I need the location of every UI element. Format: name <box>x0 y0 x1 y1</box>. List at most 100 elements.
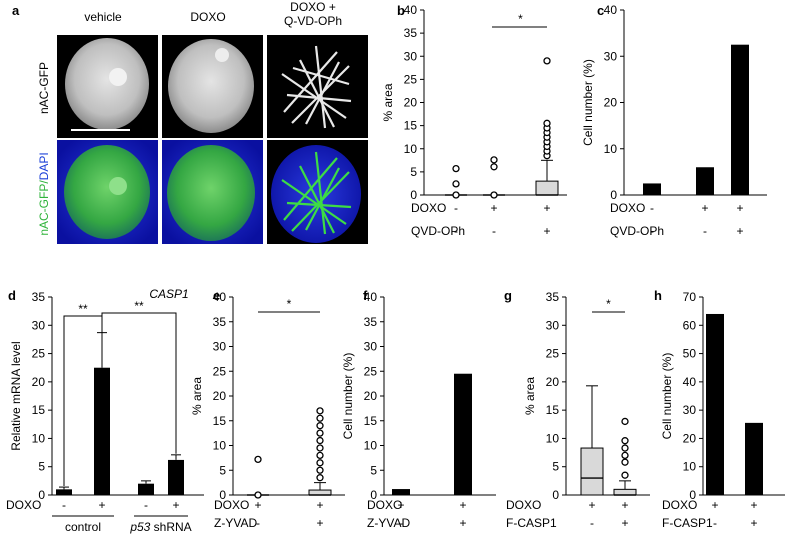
treatment-label-f: Z-YVAD <box>367 516 410 530</box>
panel-letter-d: d <box>8 288 16 303</box>
treatment-sign-e: + <box>316 516 323 530</box>
y-axis-label-e: % area <box>190 377 204 415</box>
nucleolus-doxo <box>215 48 229 62</box>
group-label-control: control <box>65 520 101 534</box>
significance-label-d: ** <box>134 299 144 313</box>
y-axis-label-b: % area <box>381 83 395 121</box>
y-tick-label-g: 25 <box>546 347 560 361</box>
treatment-sign-b: - <box>454 224 458 238</box>
significance-label-g: * <box>606 297 611 311</box>
y-tick-label-e: 10 <box>213 439 227 453</box>
outlier-point-b <box>452 180 460 188</box>
y-tick-label-h: 50 <box>683 347 697 361</box>
treatment-label-b: QVD-OPh <box>411 224 465 238</box>
outlier-point-e <box>316 407 324 415</box>
bar-f <box>454 373 472 495</box>
outlier-point-b <box>543 119 551 127</box>
treatment-sign-e: + <box>254 498 261 512</box>
y-tick-label-h: 30 <box>683 403 697 417</box>
y-tick-label-e: 15 <box>213 414 227 428</box>
outlier-point-g <box>621 444 629 452</box>
gene-label-casp1: CASP1 <box>149 287 188 301</box>
y-tick-label-e: 5 <box>219 463 226 477</box>
outlier-point-b <box>490 156 498 164</box>
treatment-label-g: DOXO <box>506 498 541 512</box>
fibers-qvd-merge <box>281 151 352 235</box>
treatment-label-h: F-CASP1 <box>662 516 713 530</box>
treatment-sign-d: - <box>144 498 148 512</box>
y-tick-label-f: 35 <box>364 315 378 329</box>
outlier-point-g <box>621 417 629 426</box>
nucleus-doxo-merge <box>167 145 255 241</box>
nucleus-vehicle-merge <box>64 145 150 239</box>
row-label-merge: nAC-GFP/DAPI <box>37 152 51 235</box>
y-tick-label-e: 30 <box>213 340 227 354</box>
panel-letter-a: a <box>12 3 20 18</box>
box-b <box>535 180 559 196</box>
outlier-point-b <box>490 191 498 199</box>
treatment-label-f: DOXO <box>367 498 402 512</box>
y-tick-label-b: 0 <box>410 188 417 202</box>
y-tick-label-h: 40 <box>683 375 697 389</box>
outlier-point-e <box>316 414 324 422</box>
treatment-label-b: DOXO <box>411 201 446 215</box>
y-axis-label-g: % area <box>523 377 537 415</box>
panel-letter-f: f <box>363 288 368 303</box>
treatment-sign-f: + <box>459 498 466 512</box>
treatment-sign-d: - <box>62 498 66 512</box>
y-tick-label-b: 40 <box>404 3 418 17</box>
y-tick-label-c: 0 <box>610 188 617 202</box>
outlier-point-e <box>316 429 324 437</box>
treatment-sign-b: - <box>492 224 496 238</box>
treatment-label-e: DOXO <box>214 498 249 512</box>
treatment-sign-f: + <box>397 498 404 512</box>
y-tick-label-c: 20 <box>604 96 618 110</box>
y-tick-label-g: 5 <box>552 460 559 474</box>
group-label-p53-shrna: p53 shRNA <box>129 520 191 534</box>
bar-d <box>168 459 184 495</box>
treatment-sign-g: + <box>621 516 628 530</box>
panel-letter-b: b <box>397 3 405 18</box>
significance-bracket-d <box>101 312 177 454</box>
col-label-qvd: Q-VD-OPh <box>284 14 342 28</box>
y-tick-label-f: 25 <box>364 364 378 378</box>
outlier-point-b <box>543 57 551 65</box>
bar-h <box>745 422 763 495</box>
y-tick-label-d: 5 <box>38 460 45 474</box>
y-tick-label-g: 0 <box>552 488 559 502</box>
treatment-sign-b: - <box>454 201 458 215</box>
nucleus-doxo-gfp <box>168 39 254 133</box>
treatment-sign-d: + <box>98 498 105 512</box>
significance-label-e: * <box>287 297 292 311</box>
group-label-p53: p53 <box>129 520 150 534</box>
treatment-sign-d: + <box>172 498 179 512</box>
treatment-sign-g: - <box>590 516 594 530</box>
row-label-gfp-part: nAC-GFP/ <box>37 180 51 236</box>
group-label-shrna: shRNA <box>150 520 191 534</box>
treatment-label-g: F-CASP1 <box>506 516 557 530</box>
outlier-point-e <box>316 474 324 482</box>
y-tick-label-e: 20 <box>213 389 227 403</box>
y-axis-label-h: Cell number (%) <box>660 353 674 440</box>
outlier-point-e <box>316 451 324 460</box>
box-g <box>580 447 604 496</box>
y-tick-label-h: 60 <box>683 318 697 332</box>
treatment-sign-f: - <box>399 516 403 530</box>
treatment-label-e: Z-YVAD <box>214 516 257 530</box>
treatment-sign-c: + <box>736 224 743 238</box>
row-label-nac-gfp: nAC-GFP <box>37 62 51 114</box>
col-label-vehicle: vehicle <box>84 10 122 24</box>
y-tick-label-f: 15 <box>364 414 378 428</box>
treatment-sign-e: + <box>316 498 323 512</box>
y-tick-label-b: 30 <box>404 49 418 63</box>
y-tick-label-g: 15 <box>546 403 560 417</box>
treatment-sign-g: + <box>588 498 595 512</box>
y-tick-label-h: 10 <box>683 460 697 474</box>
y-tick-label-f: 30 <box>364 340 378 354</box>
y-tick-label-b: 35 <box>404 26 418 40</box>
treatment-sign-c: + <box>736 201 743 215</box>
y-tick-label-b: 5 <box>410 165 417 179</box>
y-axis-label-f: Cell number (%) <box>341 353 355 440</box>
y-tick-label-d: 20 <box>32 375 46 389</box>
